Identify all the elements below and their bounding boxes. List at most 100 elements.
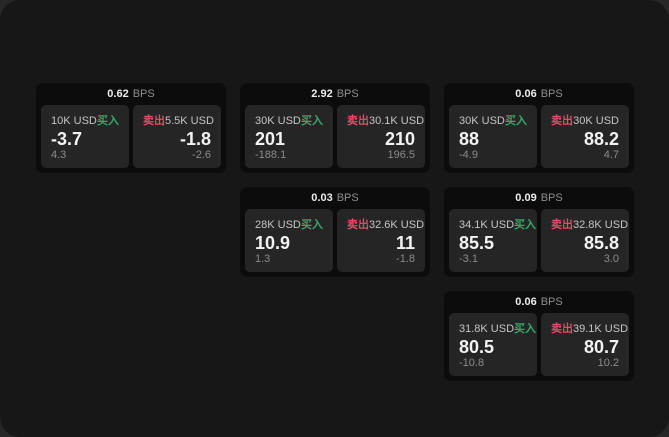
sell-delta: 10.2 [597, 357, 619, 369]
sell-side-label: 卖出 [347, 115, 369, 127]
buy-tile[interactable]: 30K USD 买入 201 -188.1 [245, 105, 333, 168]
sell-tile-header: 卖出 5.5K USD [143, 112, 214, 128]
sell-tile-header: 卖出 32.8K USD [551, 216, 628, 232]
sell-tile[interactable]: 卖出 30.1K USD 210 196.5 [337, 105, 425, 168]
buy-tile[interactable]: 34.1K USD 买入 85.5 -3.1 [449, 209, 537, 272]
buy-sell-tiles: 31.8K USD 买入 80.5 -10.8 卖出 39.1K USD 80.… [444, 313, 634, 381]
bps-unit-label: BPS [336, 88, 359, 100]
buy-amount: 30K USD [459, 115, 505, 127]
sell-delta: -2.6 [192, 149, 211, 161]
buy-tile-header: 34.1K USD 买入 [459, 216, 536, 232]
sell-tile[interactable]: 卖出 32.8K USD 85.8 3.0 [541, 209, 629, 272]
buy-price: 10.9 [255, 233, 291, 253]
buy-delta: 1.3 [255, 253, 271, 265]
sell-price: 88.2 [583, 129, 619, 149]
card-header-bps: 0.62 BPS [36, 83, 226, 105]
buy-price: 80.5 [459, 337, 495, 357]
bps-value: 2.92 [311, 88, 333, 100]
quote-card: 2.92 BPS 30K USD 买入 201 -188.1 卖出 30.1K … [240, 83, 430, 173]
buy-tile-header: 31.8K USD 买入 [459, 320, 536, 336]
card-header-bps: 0.09 BPS [444, 187, 634, 209]
buy-amount: 31.8K USD [459, 323, 515, 335]
bps-unit-label: BPS [540, 192, 563, 204]
card-header-bps: 0.03 BPS [240, 187, 430, 209]
sell-tile-header: 卖出 30.1K USD [347, 112, 424, 128]
buy-sell-tiles: 30K USD 买入 88 -4.9 卖出 30K USD 88.2 4.7 [444, 105, 634, 173]
buy-sell-tiles: 10K USD 买入 -3.7 4.3 卖出 5.5K USD -1.8 -2.… [36, 105, 226, 173]
bps-unit-label: BPS [336, 192, 359, 204]
sell-amount: 5.5K USD [165, 115, 214, 127]
buy-side-label: 买入 [514, 219, 537, 231]
buy-tile[interactable]: 30K USD 买入 88 -4.9 [449, 105, 537, 168]
buy-amount: 30K USD [255, 115, 301, 127]
bps-value: 0.62 [107, 88, 129, 100]
bps-value: 0.06 [515, 88, 537, 100]
sell-tile[interactable]: 卖出 5.5K USD -1.8 -2.6 [133, 105, 221, 168]
buy-sell-tiles: 30K USD 买入 201 -188.1 卖出 30.1K USD 210 1… [240, 105, 430, 173]
bps-unit-label: BPS [132, 88, 155, 100]
buy-tile[interactable]: 10K USD 买入 -3.7 4.3 [41, 105, 129, 168]
sell-delta: 196.5 [387, 149, 415, 161]
sell-price: 80.7 [583, 337, 619, 357]
buy-side-label: 买入 [301, 115, 323, 127]
buy-tile-header: 30K USD 买入 [255, 112, 323, 128]
sell-price: 210 [384, 129, 415, 149]
buy-delta: -4.9 [459, 149, 478, 161]
quote-card: 0.09 BPS 34.1K USD 买入 85.5 -3.1 卖出 32.8K… [444, 187, 634, 277]
card-header-bps: 2.92 BPS [240, 83, 430, 105]
sell-delta: 3.0 [603, 253, 619, 265]
sell-side-label: 卖出 [143, 115, 165, 127]
sell-tile-header: 卖出 39.1K USD [551, 320, 628, 336]
buy-side-label: 买入 [97, 115, 119, 127]
sell-tile-header: 卖出 32.6K USD [347, 216, 424, 232]
buy-delta: 4.3 [51, 149, 67, 161]
buy-tile[interactable]: 28K USD 买入 10.9 1.3 [245, 209, 333, 272]
sell-price: -1.8 [179, 129, 211, 149]
sell-tile[interactable]: 卖出 39.1K USD 80.7 10.2 [541, 313, 629, 376]
quote-card: 0.03 BPS 28K USD 买入 10.9 1.3 卖出 32.6K US… [240, 187, 430, 277]
quote-card: 0.62 BPS 10K USD 买入 -3.7 4.3 卖出 5.5K USD… [36, 83, 226, 173]
bps-value: 0.03 [311, 192, 333, 204]
buy-sell-tiles: 28K USD 买入 10.9 1.3 卖出 32.6K USD 11 -1.8 [240, 209, 430, 277]
sell-amount: 30.1K USD [369, 115, 425, 127]
sell-amount: 30K USD [573, 115, 619, 127]
buy-delta: -188.1 [255, 149, 287, 161]
bps-unit-label: BPS [540, 88, 563, 100]
sell-tile[interactable]: 卖出 30K USD 88.2 4.7 [541, 105, 629, 168]
buy-delta: -10.8 [459, 357, 485, 369]
quote-card-grid: 0.62 BPS 10K USD 买入 -3.7 4.3 卖出 5.5K USD… [36, 83, 634, 381]
sell-side-label: 卖出 [551, 115, 573, 127]
buy-tile-header: 10K USD 买入 [51, 112, 119, 128]
card-header-bps: 0.06 BPS [444, 83, 634, 105]
buy-side-label: 买入 [301, 219, 323, 231]
sell-price: 85.8 [583, 233, 619, 253]
quote-card: 0.06 BPS 30K USD 买入 88 -4.9 卖出 30K USD 8… [444, 83, 634, 173]
buy-amount: 34.1K USD [459, 219, 515, 231]
bps-value: 0.09 [515, 192, 537, 204]
bps-value: 0.06 [515, 296, 537, 308]
buy-tile-header: 30K USD 买入 [459, 112, 527, 128]
buy-amount: 10K USD [51, 115, 97, 127]
buy-price: 201 [255, 129, 286, 149]
sell-tile[interactable]: 卖出 32.6K USD 11 -1.8 [337, 209, 425, 272]
sell-amount: 39.1K USD [573, 323, 629, 335]
buy-price: -3.7 [51, 129, 83, 149]
sell-tile-header: 卖出 30K USD [551, 112, 619, 128]
buy-amount: 28K USD [255, 219, 301, 231]
sell-delta: -1.8 [396, 253, 415, 265]
sell-side-label: 卖出 [551, 323, 573, 335]
sell-side-label: 卖出 [347, 219, 369, 231]
sell-amount: 32.6K USD [369, 219, 425, 231]
bps-unit-label: BPS [540, 296, 563, 308]
buy-sell-tiles: 34.1K USD 买入 85.5 -3.1 卖出 32.8K USD 85.8… [444, 209, 634, 277]
buy-tile[interactable]: 31.8K USD 买入 80.5 -10.8 [449, 313, 537, 376]
sell-price: 11 [395, 233, 415, 253]
buy-price: 88 [459, 129, 480, 149]
sell-delta: 4.7 [603, 149, 619, 161]
sell-side-label: 卖出 [551, 219, 573, 231]
buy-tile-header: 28K USD 买入 [255, 216, 323, 232]
buy-side-label: 买入 [514, 323, 537, 335]
buy-delta: -3.1 [459, 253, 478, 265]
sell-amount: 32.8K USD [573, 219, 629, 231]
